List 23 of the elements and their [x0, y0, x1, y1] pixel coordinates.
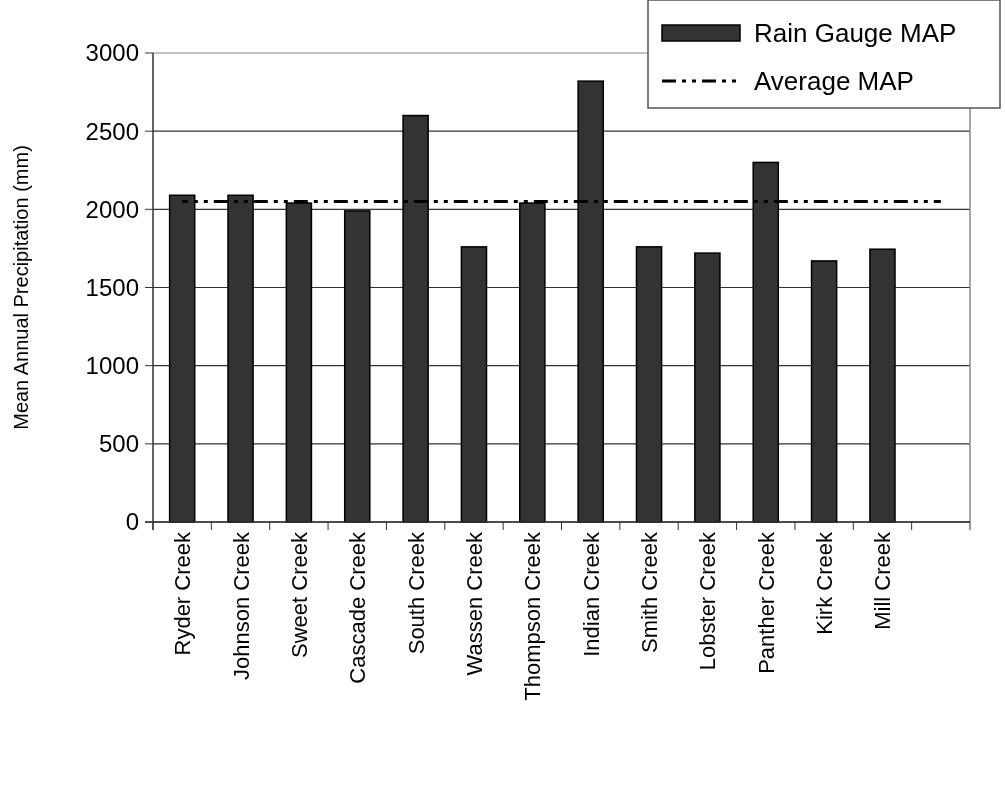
x-tick-label: Kirk Creek [812, 531, 838, 635]
y-tick-label: 2000 [85, 195, 139, 223]
y-tick-label: 2500 [85, 117, 139, 145]
x-tick-label: Smith Creek [637, 531, 663, 654]
y-tick-label: 3000 [85, 39, 139, 67]
y-tick-label: 0 [125, 508, 139, 536]
y-tick-label: 1500 [85, 273, 139, 301]
x-tick-label: Lobster Creek [695, 531, 721, 671]
y-axis-title: Mean Annual Precipitation (mm) [10, 145, 32, 430]
x-tick-label: Ryder Creek [170, 531, 196, 656]
x-tick-label: Thompson Creek [520, 531, 546, 701]
legend-label: Average MAP [754, 66, 914, 97]
x-tick-label: Cascade Creek [345, 531, 371, 684]
x-tick-label: Mill Creek [870, 531, 896, 630]
x-tick-label: Johnson Creek [228, 531, 254, 680]
y-tick-label: 1000 [85, 352, 139, 380]
x-tick-label: Indian Creek [578, 531, 604, 657]
x-tick-label: Sweet Creek [286, 531, 312, 658]
x-tick-label: Panther Creek [753, 531, 779, 674]
x-tick-label: South Creek [403, 531, 429, 655]
y-tick-label: 500 [98, 430, 139, 458]
x-tick-label: Wassen Creek [461, 531, 487, 676]
legend-label: Rain Gauge MAP [754, 18, 957, 49]
